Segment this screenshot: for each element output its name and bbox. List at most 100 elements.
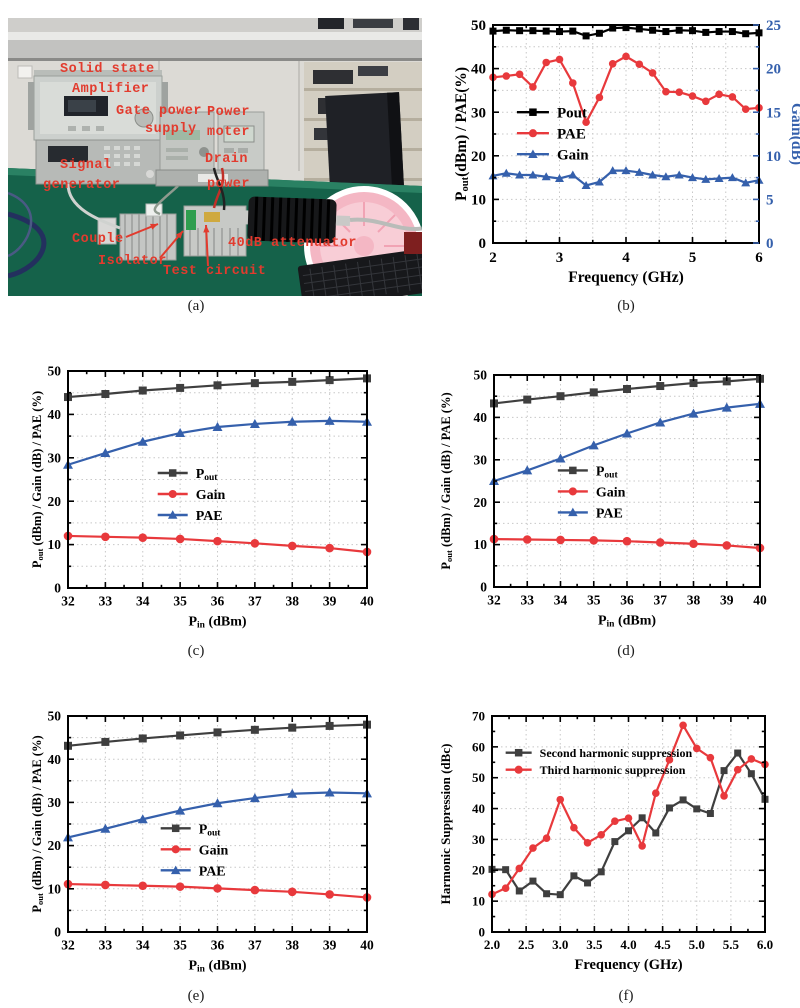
svg-text:10: 10 <box>472 894 485 909</box>
svg-text:34: 34 <box>136 938 150 953</box>
series-Gain <box>63 531 372 557</box>
svg-text:30: 30 <box>471 105 486 121</box>
svg-text:0: 0 <box>479 924 486 939</box>
svg-text:40: 40 <box>753 593 767 608</box>
solid-state-amplifier-box <box>28 70 168 141</box>
plot-ticks <box>493 374 761 588</box>
svg-text:39: 39 <box>720 593 734 608</box>
svg-text:60: 60 <box>472 739 485 754</box>
svg-text:2: 2 <box>489 250 497 266</box>
svg-text:Gain: Gain <box>596 485 626 500</box>
chart-legend: Pout PAE Gain <box>516 106 589 164</box>
svg-text:30: 30 <box>48 450 62 465</box>
svg-text:Gain: Gain <box>199 843 229 858</box>
svg-text:35: 35 <box>587 593 601 608</box>
svg-text:40: 40 <box>472 801 485 816</box>
chart-legend: Pout Gain PAE <box>557 464 626 521</box>
caption-c: (c) <box>187 643 205 659</box>
svg-text:37: 37 <box>248 594 262 609</box>
plot-ticks-right <box>753 24 759 244</box>
shelf-highlight <box>8 32 422 40</box>
photo-label: moter <box>207 125 250 140</box>
svg-text:Pout (dBm) / Gain (dB) / PAE (: Pout (dBm) / Gain (dB) / PAE (%) <box>30 391 45 568</box>
svg-text:50: 50 <box>472 770 485 785</box>
svg-text:32: 32 <box>487 593 501 608</box>
chart-legend: Pout Gain PAE <box>160 822 229 879</box>
svg-text:PAE: PAE <box>557 127 586 143</box>
caption-e: (e) <box>187 988 205 1004</box>
svg-text:40: 40 <box>48 407 62 422</box>
photo-label: 40dB attenuator <box>228 236 357 251</box>
cable-navy <box>8 211 47 279</box>
photo-label: supply <box>145 122 197 137</box>
svg-text:35: 35 <box>173 938 187 953</box>
svg-text:10: 10 <box>474 537 488 552</box>
svg-text:36: 36 <box>211 594 225 609</box>
plot-grid <box>68 371 367 588</box>
svg-text:Pout (dBm) / Gain (dB) / PAE (: Pout (dBm) / Gain (dB) / PAE (%) <box>439 392 454 569</box>
instrument-label <box>198 174 228 182</box>
photo-arrowhead <box>203 225 210 233</box>
shelf-edge <box>8 58 422 61</box>
svg-text:40: 40 <box>48 752 62 767</box>
svg-text:25: 25 <box>766 18 781 34</box>
test-circuit-heatsink <box>183 167 247 257</box>
svg-text:Pin (dBm): Pin (dBm) <box>188 615 246 631</box>
wall-seam <box>298 61 300 171</box>
svg-text:2.0: 2.0 <box>484 937 500 952</box>
series-Gain <box>488 166 764 189</box>
svg-text:Frequency (GHz): Frequency (GHz) <box>574 957 682 973</box>
svg-text:Pin (dBm): Pin (dBm) <box>598 614 656 630</box>
series-PAE <box>63 787 372 842</box>
shelf-item <box>318 18 344 29</box>
series-PAE <box>489 398 765 485</box>
svg-text:5: 5 <box>766 193 774 209</box>
series-Gain <box>489 534 765 553</box>
svg-text:35: 35 <box>173 594 187 609</box>
svg-text:30: 30 <box>48 795 62 810</box>
svg-text:Pout (dBm) / Gain (dB) / PAE (: Pout (dBm) / Gain (dB) / PAE (%) <box>30 735 45 912</box>
svg-text:5.0: 5.0 <box>689 937 705 952</box>
plot-ticks-right <box>361 370 367 589</box>
svg-text:32: 32 <box>61 594 75 609</box>
caption-a: (a) <box>187 298 205 314</box>
chart-e-canvas: 32 33 34 35 36 37 38 39 40 0 10 20 30 40 50 Pin (dBm) Po… <box>30 709 374 975</box>
svg-text:50: 50 <box>471 18 486 34</box>
svg-text:Pout(dBm) / PAE(%): Pout(dBm) / PAE(%) <box>453 67 471 201</box>
svg-text:50: 50 <box>48 709 62 724</box>
svg-text:0: 0 <box>54 925 61 940</box>
svg-text:PAE: PAE <box>199 864 226 879</box>
svg-text:0: 0 <box>766 236 774 252</box>
svg-text:5.5: 5.5 <box>723 937 740 952</box>
svg-text:Second harmonic suppression: Second harmonic suppression <box>540 746 693 760</box>
photo-label: Solid state <box>60 62 155 77</box>
series-PAE <box>63 415 372 469</box>
svg-text:Pout: Pout <box>196 467 219 483</box>
signal-generator-box <box>35 139 161 185</box>
svg-text:20: 20 <box>48 838 62 853</box>
plot-ticks-right <box>754 374 760 588</box>
cable-gray <box>153 185 179 216</box>
test-bench-photo: Solid state Amplifier Gate power supply Powe… <box>8 18 422 296</box>
svg-text:40: 40 <box>360 594 374 609</box>
svg-text:6: 6 <box>755 250 763 266</box>
caption-d: (d) <box>617 643 635 659</box>
wall-tag <box>17 65 33 79</box>
svg-text:38: 38 <box>286 938 300 953</box>
cable-thin <box>8 191 33 258</box>
svg-text:40: 40 <box>471 62 486 78</box>
series-Pout <box>64 374 371 402</box>
svg-text:30: 30 <box>472 832 485 847</box>
plot-ticks <box>492 24 760 244</box>
series-PAE <box>489 52 763 127</box>
keyboard <box>297 248 422 296</box>
svg-text:20: 20 <box>472 863 485 878</box>
svg-text:Frequency (GHz): Frequency (GHz) <box>568 269 684 286</box>
svg-text:10: 10 <box>48 537 62 552</box>
svg-text:32: 32 <box>61 938 75 953</box>
shelf-item <box>403 18 419 30</box>
svg-text:20: 20 <box>474 495 488 510</box>
svg-text:10: 10 <box>48 881 62 896</box>
svg-text:33: 33 <box>99 594 113 609</box>
chart-legend: Second harmonic suppression Third harmoni… <box>505 746 693 777</box>
